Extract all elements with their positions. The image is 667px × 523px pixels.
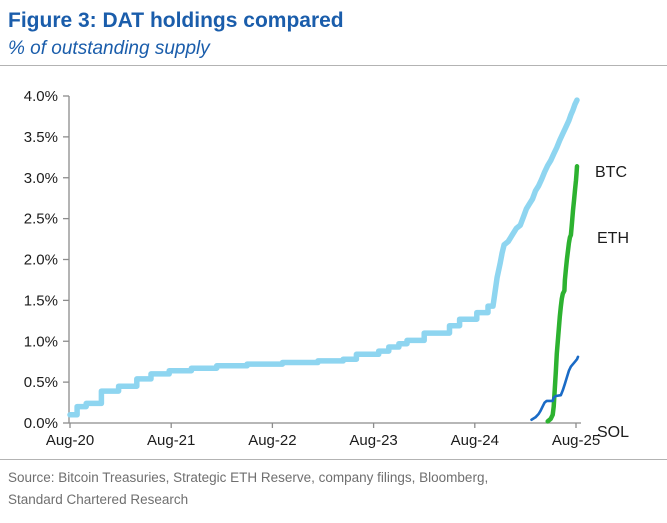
series-label-sol: SOL <box>597 424 630 441</box>
x-tick-label: Aug-24 <box>451 432 499 449</box>
y-tick-label: 4.0% <box>24 88 58 105</box>
source-text-line1: Source: Bitcoin Treasuries, Strategic ET… <box>8 470 489 485</box>
series-line-eth <box>545 164 580 424</box>
y-tick-label: 3.0% <box>24 170 58 187</box>
y-tick-label: 2.0% <box>24 252 58 269</box>
x-tick-label: Aug-20 <box>46 432 94 449</box>
x-tick-label: Aug-25 <box>552 432 600 449</box>
series-label-btc: BTC <box>595 164 627 181</box>
x-tick-label: Aug-22 <box>248 432 296 449</box>
y-tick-label: 3.5% <box>24 129 58 146</box>
source-footer: Source: Bitcoin Treasuries, Strategic ET… <box>0 459 667 510</box>
y-tick-label: 0.0% <box>24 415 58 432</box>
chart-canvas: 4.0%3.5%3.0%2.5%2.0%1.5%1.0%0.5%0.0%Aug-… <box>24 88 600 449</box>
y-tick-label: 2.5% <box>24 211 58 228</box>
y-tick-label: 1.0% <box>24 333 58 350</box>
y-tick-label: 0.5% <box>24 374 58 391</box>
series-label-eth: ETH <box>597 230 629 247</box>
figure-title: Figure 3: DAT holdings compared <box>8 9 344 32</box>
y-tick-label: 1.5% <box>24 292 58 309</box>
source-text-line2: Standard Chartered Research <box>8 491 189 507</box>
x-tick-label: Aug-23 <box>349 432 397 449</box>
x-tick-label: Aug-21 <box>147 432 195 449</box>
series-line-btc <box>67 97 580 418</box>
chart-area: 4.0% 3.5% 3.0% 2.5% 2.0% 1.5% 1.0% 0.5% 0.0% Aug-… <box>0 66 667 459</box>
figure-subtitle: % of outstanding supply <box>8 38 210 60</box>
chart-header: Figure 3: DAT holdings compared % of out… <box>0 0 667 66</box>
series-line-sol <box>530 355 580 422</box>
